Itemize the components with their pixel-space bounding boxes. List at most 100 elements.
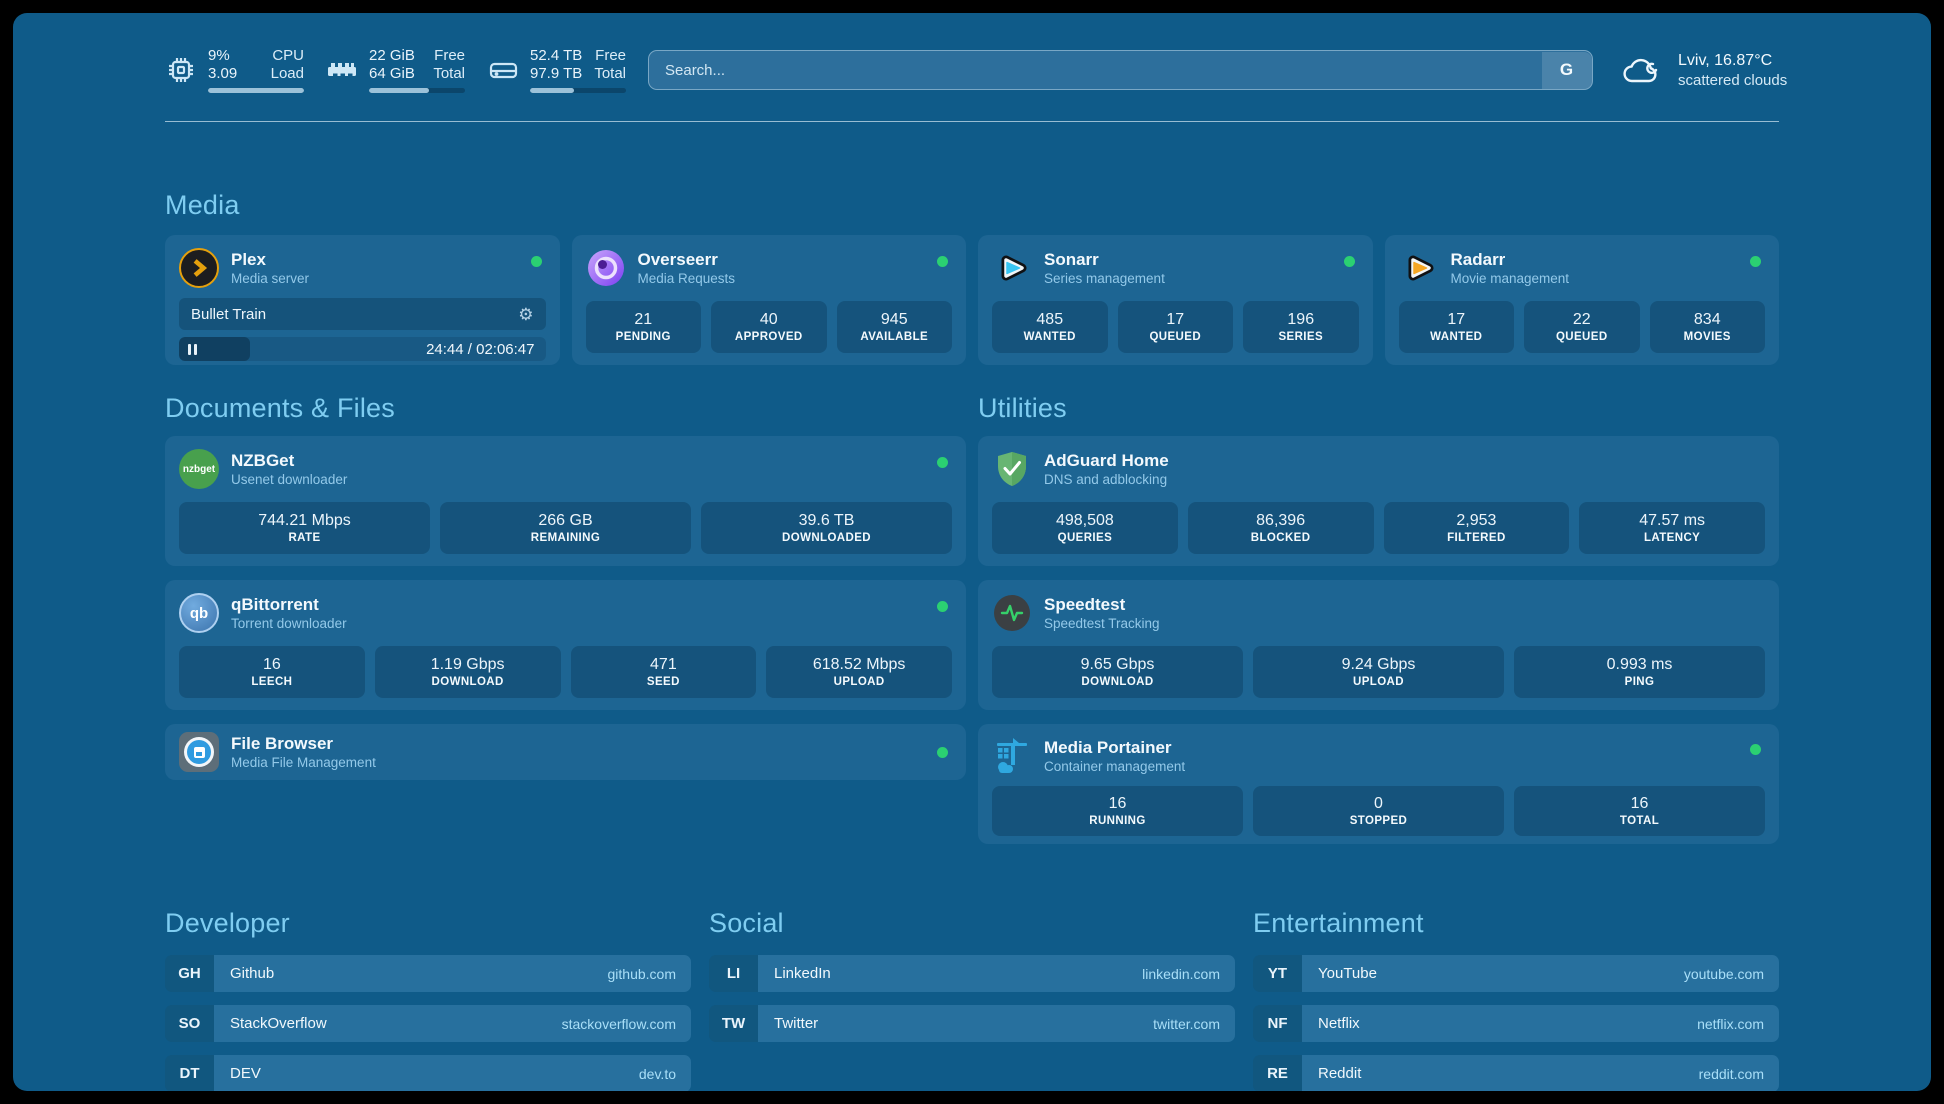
service-card-nzbget[interactable]: nzbget NZBGet Usenet downloader 744.21 M…	[165, 436, 966, 566]
load-label: Load	[270, 65, 304, 82]
stat-leech: 16 LEECH	[179, 646, 365, 698]
service-card-sonarr[interactable]: Sonarr Series management 485 WANTED 17 QUE…	[978, 235, 1373, 365]
search-input[interactable]	[648, 50, 1593, 90]
bookmark-abbr: DT	[165, 1055, 214, 1091]
service-name: AdGuard Home	[1044, 450, 1169, 470]
stat-series: 196 SERIES	[1243, 301, 1359, 353]
service-card-filebrowser[interactable]: File Browser Media File Management	[165, 724, 966, 780]
pause-icon	[188, 343, 191, 355]
service-name: Sonarr	[1044, 249, 1099, 269]
search-provider-button[interactable]: G	[1541, 51, 1592, 89]
settings-icon[interactable]: ⚙	[518, 304, 534, 324]
stat-queued: 17 QUEUED	[1117, 301, 1233, 353]
speedtest-icon	[992, 593, 1032, 633]
service-card-radarr[interactable]: Radarr Movie management 17 WANTED 22 QUEUE…	[1384, 235, 1779, 365]
status-dot	[530, 255, 542, 267]
nzbget-icon: nzbget	[179, 449, 219, 489]
stat-remaining: 266 GB REMAINING	[440, 502, 691, 554]
service-description: Media Requests	[637, 270, 736, 286]
plex-icon	[179, 248, 219, 288]
service-name: Speedtest	[1044, 594, 1126, 614]
stat-queued: 22 QUEUED	[1524, 301, 1640, 353]
bookmark-url: github.com	[607, 965, 676, 982]
bookmark-twitter[interactable]: TW Twitter twitter.com	[709, 1005, 1235, 1042]
stat-blocked: 86,396 BLOCKED	[1187, 502, 1374, 554]
service-card-plex[interactable]: Plex Media server Bullet Train ⚙ 24:44	[165, 235, 560, 365]
weather-location: Lviv, 16.87°C	[1678, 52, 1773, 69]
bookmark-abbr: GH	[165, 955, 214, 992]
bookmark-name: LinkedIn	[774, 965, 831, 982]
stat-running: 16 RUNNING	[992, 786, 1243, 836]
bookmark-linkedin[interactable]: LI LinkedIn linkedin.com	[709, 955, 1235, 992]
service-description: Container management	[1044, 758, 1186, 774]
memory-stat: 22 GiB Free 64 GiB Total	[326, 47, 465, 93]
status-dot	[1750, 255, 1761, 267]
system-stats: 9% CPU 3.09 Load 22 GiB Free	[165, 47, 626, 93]
service-name: Overseerr	[637, 249, 718, 269]
stat-rate: 744.21 Mbps RATE	[179, 502, 430, 554]
portainer-icon	[992, 736, 1032, 776]
bookmark-abbr: TW	[709, 1005, 758, 1042]
stat-available: 945 AVAILABLE	[836, 301, 952, 353]
cpu-label: CPU	[272, 47, 304, 64]
bookmark-url: stackoverflow.com	[561, 1015, 676, 1032]
bookmark-stackoverflow[interactable]: SO StackOverflow stackoverflow.com	[165, 1005, 691, 1042]
now-playing-row: Bullet Train ⚙	[179, 298, 546, 330]
playback-time: 24:44 / 02:06:47	[426, 340, 535, 358]
bookmark-abbr: SO	[165, 1005, 214, 1042]
bookmark-reddit[interactable]: RE Reddit reddit.com	[1253, 1055, 1779, 1091]
bookmark-netflix[interactable]: NF Netflix netflix.com	[1253, 1005, 1779, 1042]
bookmark-url: twitter.com	[1153, 1015, 1220, 1032]
bookmark-github[interactable]: GH Github github.com	[165, 955, 691, 992]
bookmark-name: StackOverflow	[230, 1015, 327, 1032]
free-label: Free	[595, 47, 626, 64]
service-description: Torrent downloader	[231, 615, 347, 631]
now-playing-title: Bullet Train	[191, 305, 267, 323]
status-dot	[1750, 743, 1761, 755]
service-card-portainer[interactable]: Media Portainer Container management 16 R…	[978, 724, 1779, 844]
disk-progress	[530, 88, 626, 93]
cpu-progress	[208, 88, 304, 93]
service-card-qbittorrent[interactable]: qb qBittorrent Torrent downloader 16 LEEC…	[165, 580, 966, 710]
stat-approved: 40 APPROVED	[711, 301, 827, 353]
section-title-entertainment: Entertainment	[1253, 908, 1424, 938]
section-title-social: Social	[709, 908, 784, 938]
service-description: Media File Management	[231, 754, 376, 770]
section-title-documents: Documents & Files	[165, 393, 395, 423]
memory-total: 64 GiB	[369, 65, 415, 82]
cpu-icon	[165, 54, 197, 86]
status-dot	[1343, 255, 1355, 267]
bookmark-url: youtube.com	[1683, 965, 1764, 982]
disk-total: 97.9 TB	[530, 65, 583, 82]
stat-stopped: 0 STOPPED	[1253, 786, 1504, 836]
free-label: Free	[434, 47, 465, 64]
stat-seed: 471 SEED	[570, 646, 757, 698]
disk-stat: 52.4 TB Free 97.9 TB Total	[487, 47, 626, 93]
stat-ping: 0.993 ms PING	[1514, 646, 1765, 698]
cloud-icon	[1619, 50, 1665, 90]
stat-download: 1.19 Gbps DOWNLOAD	[374, 646, 561, 698]
service-name: Media Portainer	[1044, 737, 1172, 757]
total-label: Total	[594, 65, 626, 82]
radarr-icon	[1399, 248, 1439, 288]
bookmark-url: reddit.com	[1698, 1065, 1764, 1082]
service-name: File Browser	[231, 733, 334, 753]
playback-progress: 24:44 / 02:06:47	[179, 337, 546, 361]
header-divider	[165, 121, 1779, 122]
service-card-overseerr[interactable]: Overseerr Media Requests 21 PENDING 40 APP…	[571, 235, 966, 365]
service-description: DNS and adblocking	[1044, 471, 1168, 487]
service-description: Usenet downloader	[231, 471, 348, 487]
sonarr-icon	[992, 248, 1032, 288]
service-card-adguard[interactable]: AdGuard Home DNS and adblocking 498,508 Q…	[978, 436, 1779, 566]
bookmark-url: netflix.com	[1697, 1015, 1764, 1032]
bookmark-dev[interactable]: DT DEV dev.to	[165, 1055, 691, 1091]
dashboard: 9% CPU 3.09 Load 22 GiB Free	[13, 13, 1931, 1091]
stat-upload: 618.52 Mbps UPLOAD	[766, 646, 952, 698]
cpu-load: 3.09	[208, 65, 238, 82]
bookmark-youtube[interactable]: YT YouTube youtube.com	[1253, 955, 1779, 992]
bookmark-abbr: RE	[1253, 1055, 1302, 1091]
stat-download: 9.65 Gbps DOWNLOAD	[992, 646, 1243, 698]
stat-filtered: 2,953 FILTERED	[1383, 502, 1570, 554]
service-card-speedtest[interactable]: Speedtest Speedtest Tracking 9.65 Gbps DO…	[978, 580, 1779, 710]
bookmark-url: dev.to	[638, 1065, 676, 1082]
